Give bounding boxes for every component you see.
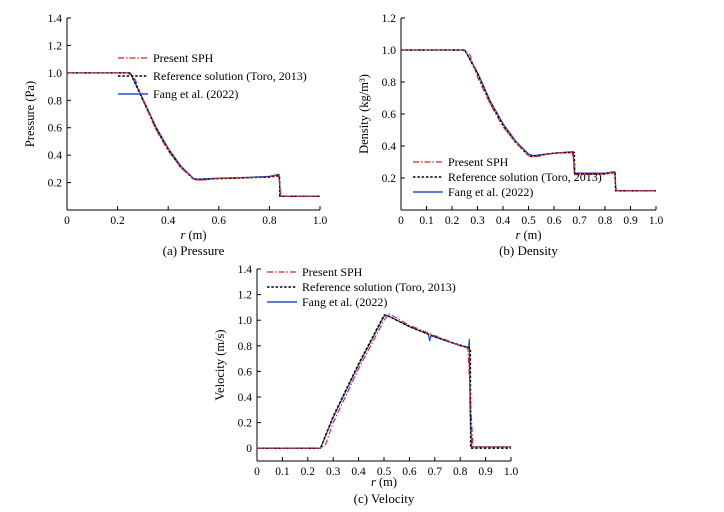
legend-label-fang: Fang et al. (2022) [448,185,533,199]
x-tick-label: 0.8 [262,215,277,227]
y-tick-label: 0.2 [238,418,253,430]
chart-velocity: 0 0.1 0.2 0.3 0.4 0.5 0.6 0.7 0.8 0.9 1.0 0 0.2 0.4 0.… [213,264,518,506]
series-line-fang [257,314,511,449]
y-tick-label: 0.6 [382,109,397,121]
legend-label-sph: Present SPH [302,265,363,279]
x-tick-label: 0.7 [428,466,443,478]
x-axis-label-unit: (m) [376,475,397,489]
chart-density: 0 0.1 0.2 0.3 0.4 0.5 0.6 0.7 0.8 0.9 1.0 0.2 0.4 0.6… [357,13,663,258]
y-tick-label: 1.2 [382,13,397,25]
series-line-sph [257,313,511,449]
x-tick-label: 1.0 [504,466,519,478]
y-tick-label: 0.4 [238,392,253,404]
x-axis-label: r (m) [371,475,397,489]
x-axis-label-var: r [515,228,520,242]
y-tick-label: 0.4 [382,141,397,153]
legend-label-sph: Present SPH [153,51,214,65]
x-tick-label: 0.3 [326,466,341,478]
x-tick-label: 0.9 [623,215,638,227]
chart-caption: (b) Density [499,243,558,258]
x-tick-label: 0.8 [453,466,468,478]
y-tick-label: 0 [246,443,252,455]
y-axis-label: Density (kg/m³) [357,74,371,154]
x-tick-label: 0.2 [445,215,460,227]
x-axis-label-var: r [180,228,185,242]
x-axis-label: r (m) [515,228,541,242]
y-tick-label: 1.0 [48,68,63,80]
y-tick-label: 1.2 [238,290,253,302]
x-tick-label: 0.4 [351,466,366,478]
x-tick-label: 0 [64,215,70,227]
x-tick-label: 0.1 [419,215,434,227]
x-axis-label-unit: (m) [520,228,541,242]
x-tick-label: 0.9 [478,466,493,478]
y-tick-label: 1.4 [238,264,253,276]
x-axis-label-unit: (m) [185,228,206,242]
chart-caption: (c) Velocity [354,491,415,506]
y-tick-label: 0.8 [48,95,63,107]
x-tick-label: 0 [254,466,260,478]
x-tick-label: 0.6 [402,466,417,478]
series-line-ref [257,314,511,449]
x-tick-label: 0.2 [301,466,316,478]
x-tick-label: 0.5 [377,466,392,478]
x-tick-label: 0.5 [521,215,536,227]
x-axis-label-var: r [371,475,376,489]
y-tick-label: 1.0 [382,45,397,57]
x-tick-label: 0.7 [572,215,587,227]
legend-label-ref: Reference solution (Toro, 2013) [448,170,602,184]
y-tick-label: 0.2 [48,178,63,190]
y-tick-label: 0.6 [238,366,253,378]
y-tick-label: 0.6 [48,123,63,135]
x-tick-label: 0.8 [598,215,613,227]
legend-label-fang: Fang et al. (2022) [153,87,238,101]
y-axis-label: Velocity (m/s) [213,329,227,400]
x-tick-label: 0.4 [161,215,176,227]
y-tick-label: 1.4 [48,13,63,25]
x-tick-label: 1.0 [649,215,664,227]
x-tick-label: 0.2 [110,215,125,227]
y-tick-label: 0.4 [48,150,63,162]
series-line-ref [401,49,656,192]
legend-label-ref: Reference solution (Toro, 2013) [302,280,456,294]
chart-caption: (a) Pressure [163,243,225,258]
x-tick-label: 0.6 [547,215,562,227]
y-tick-label: 0.8 [238,341,253,353]
y-axis-label: Pressure (Pa) [23,81,37,147]
x-tick-label: 0.4 [496,215,511,227]
y-tick-label: 0.8 [382,77,397,89]
chart-pressure: 0 0.2 0.4 0.6 0.8 1.0 0.2 0.4 0.6 0.8 1.0 1.2 1.4 r (… [23,13,327,258]
x-tick-label: 1.0 [313,215,328,227]
legend-label-fang: Fang et al. (2022) [302,295,387,309]
y-tick-label: 0.2 [382,173,397,185]
x-tick-label: 0 [398,215,404,227]
y-tick-label: 1.2 [48,40,63,52]
x-tick-label: 0.6 [212,215,227,227]
legend-label-ref: Reference solution (Toro, 2013) [153,69,307,83]
legend-label-sph: Present SPH [448,155,509,169]
y-tick-label: 1.0 [238,315,253,327]
x-tick-label: 0.1 [275,466,290,478]
x-axis-label: r (m) [180,228,206,242]
x-tick-label: 0.3 [470,215,485,227]
series-line-sph [401,49,656,192]
